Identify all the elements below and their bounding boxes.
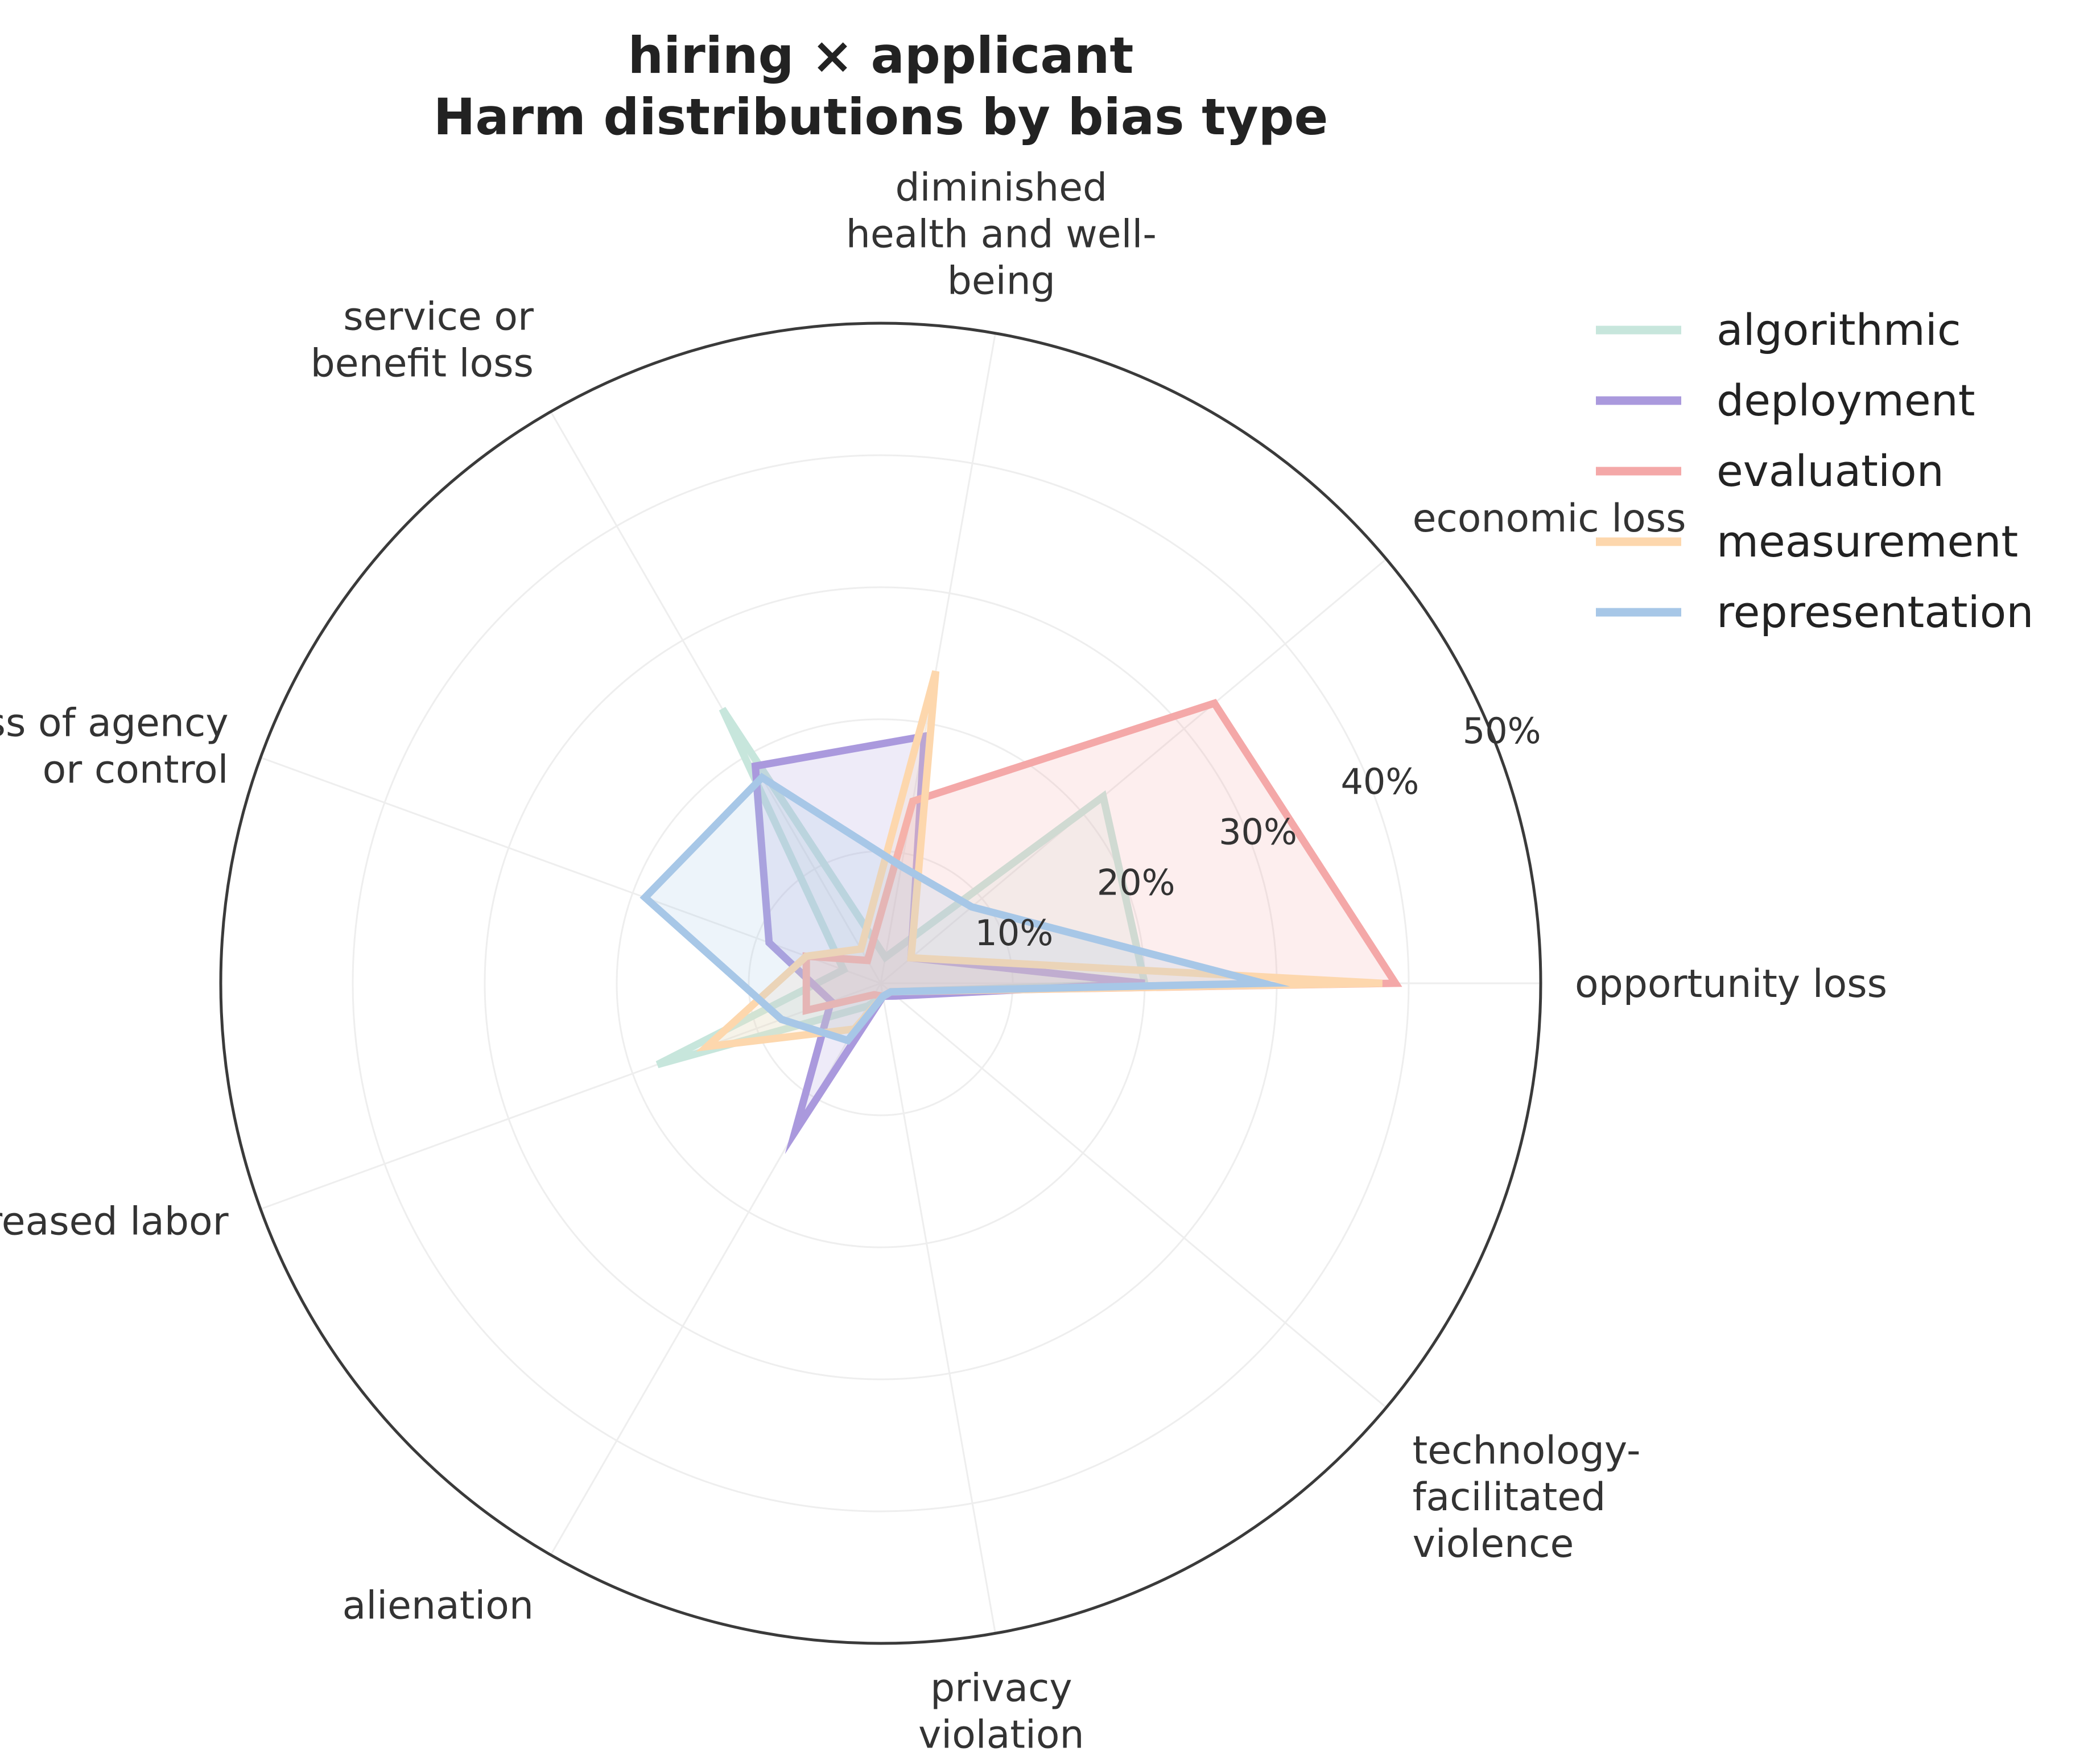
category-label: technology-facilitated violence [1413, 1428, 1641, 1567]
category-label: privacy violation [918, 1666, 1084, 1757]
radial-tick-label: 20% [1097, 862, 1175, 903]
outer-ring [219, 322, 1542, 1645]
category-label-line: opportunity loss [1575, 962, 1887, 1007]
legend-label-representation: representation [1717, 587, 2033, 637]
category-label-line: economic loss [1413, 496, 1686, 541]
category-label-line: violation [918, 1712, 1084, 1757]
legend-label-deployment: deployment [1717, 375, 1975, 426]
series-fill-measurement [707, 671, 1383, 1047]
category-label-line: benefit loss [311, 341, 534, 386]
series-fill-representation [645, 777, 1264, 1041]
category-label-line: technology- [1413, 1428, 1641, 1473]
category-label-line: alienation [343, 1584, 534, 1629]
series-line-representation [639, 772, 1290, 1045]
radial-tick-label: 30% [1219, 811, 1297, 853]
category-labels: opportunity loss economic loss diminished h… [0, 166, 1887, 1758]
grid-spoke [880, 558, 1387, 984]
legend-label-algorithmic: algorithmic [1717, 304, 1961, 355]
grid-spoke [550, 411, 882, 984]
radial-tick-label: 50% [1463, 710, 1541, 752]
series-layer [639, 670, 1402, 1155]
grid-spoke [880, 333, 996, 984]
category-label-line: facilitated [1413, 1475, 1606, 1520]
grid-spoke [880, 983, 996, 1634]
title-line: Harm distributions by bias type [434, 88, 1328, 146]
category-label-line: violence [1413, 1522, 1574, 1567]
polar-grid [260, 333, 1541, 1634]
title-line: hiring × applicant [628, 26, 1134, 85]
category-label: alienation [343, 1584, 534, 1629]
radial-tick-label: 10% [975, 912, 1053, 954]
category-label-line: being [947, 259, 1055, 304]
category-label: opportunity loss [1575, 962, 1887, 1007]
category-label-line: privacy [930, 1666, 1072, 1711]
category-label-line: diminished [895, 166, 1107, 211]
radial-tick-labels: 10% 20% 30% 40% 50% [975, 710, 1541, 954]
category-label: diminished health and well-being [846, 166, 1157, 304]
series-fill-evaluation [806, 703, 1396, 1011]
category-label-line: loss of agency [0, 701, 229, 746]
outer-circle [219, 322, 1542, 1645]
legend-label-evaluation: evaluation [1717, 446, 1944, 496]
category-label: increased labor [0, 1199, 229, 1244]
category-label-line: increased labor [0, 1199, 229, 1244]
grid-spoke [880, 982, 1387, 1408]
legend: algorithmic deployment evaluation measureme… [1596, 304, 2033, 637]
category-label-line: health and well- [846, 212, 1157, 257]
category-label-line: or control [43, 748, 229, 793]
legend-label-measurement: measurement [1717, 516, 2018, 567]
category-label: service or benefit loss [311, 294, 534, 386]
category-label-line: service or [343, 294, 534, 339]
category-label: economic loss [1413, 496, 1686, 541]
grid-spoke [260, 982, 881, 1210]
radial-tick-label: 40% [1340, 761, 1419, 802]
